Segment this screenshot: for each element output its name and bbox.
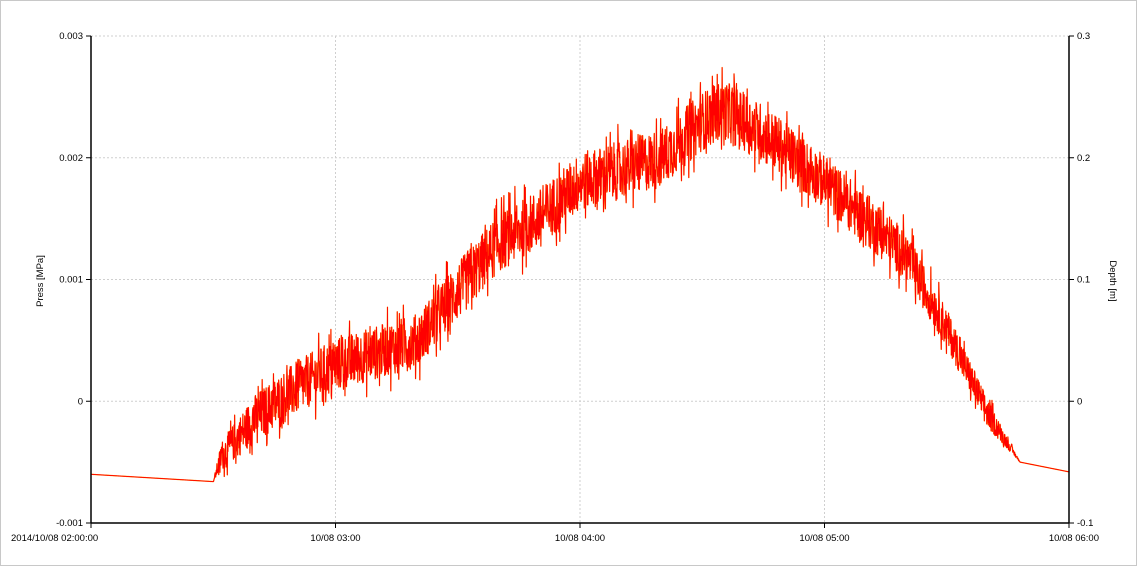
y2-tick-label: -0.1 [1077,518,1093,529]
series-line [90,67,1070,483]
x-tick-label: 10/08 04:00 [555,533,605,544]
y-tick-label: 0.001 [59,275,83,286]
x-tick-label: 10/08 03:00 [310,533,360,544]
y2-tick-label: 0.3 [1077,31,1090,42]
tick-labels: 0.003 0.3 0.002 0.2 0.001 0.1 0 0 -0.001 -0.1 2014… [11,31,1099,544]
y2-tick-label: 0.2 [1077,153,1090,164]
y2-tick-label: 0 [1077,396,1082,407]
grid-lines [91,35,1069,523]
x-tick-label: 2014/10/08 02:00:00 [11,533,98,544]
y2-tick-label: 0.1 [1077,275,1090,286]
y-tick-label: 0.002 [59,153,83,164]
y-tick-label: 0.003 [59,31,83,42]
series-trace [90,66,1070,483]
y2-axis-label: Depth [m] [1107,260,1118,301]
x-tick-label: 10/08 05:00 [799,533,849,544]
axes [86,35,1074,528]
y-axis-label: Press [MPa] [35,255,46,307]
x-tick-label: 10/08 06:00 [1049,533,1099,544]
y-tick-label: -0.001 [56,518,83,529]
y-tick-label: 0 [78,396,83,407]
